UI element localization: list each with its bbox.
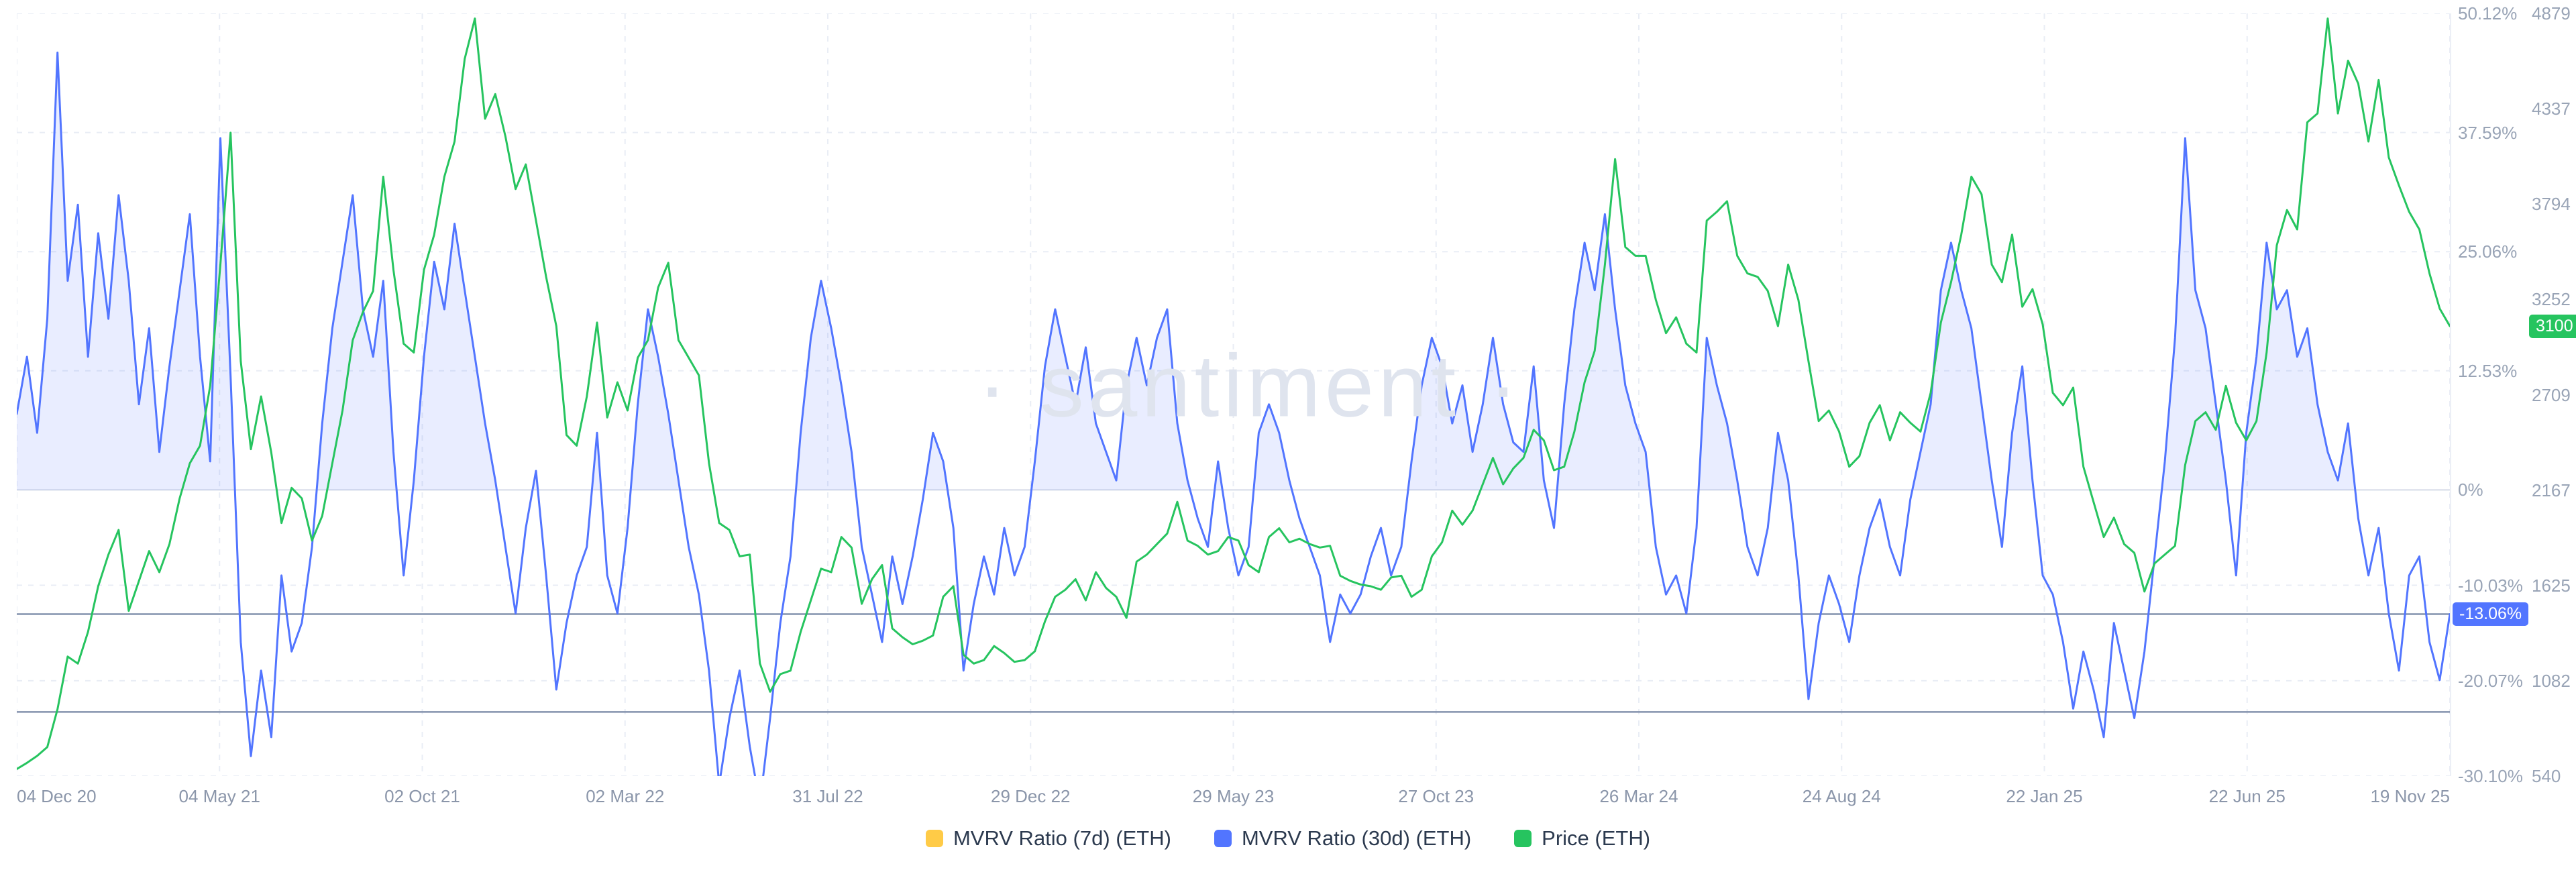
percent-axis-label: -30.10% bbox=[2458, 766, 2523, 786]
price-axis-label: 4337 bbox=[2532, 99, 2571, 119]
chart-canvas bbox=[17, 13, 2450, 776]
price-axis-label: 540 bbox=[2532, 766, 2561, 786]
percent-axis-label: 37.59% bbox=[2458, 122, 2518, 143]
percent-axis-label: 12.53% bbox=[2458, 360, 2518, 381]
percent-axis-label: 50.12% bbox=[2458, 3, 2518, 23]
legend-item-price-eth[interactable]: Price (ETH) bbox=[1514, 826, 1650, 851]
price-line bbox=[17, 17, 2450, 770]
date-axis-label: 24 Aug 24 bbox=[1802, 786, 1881, 806]
legend-label: MVRV Ratio (7d) (ETH) bbox=[953, 826, 1171, 850]
date-axis-label: 04 Dec 20 bbox=[17, 786, 97, 806]
price-value-badge: 3100 bbox=[2529, 315, 2576, 339]
legend-item-mvrv-ratio-30d-eth[interactable]: MVRV Ratio (30d) (ETH) bbox=[1214, 826, 1471, 851]
legend-item-mvrv-ratio-7d-eth[interactable]: MVRV Ratio (7d) (ETH) bbox=[925, 826, 1171, 851]
legend-swatch-icon bbox=[1214, 830, 1232, 847]
price-axis-label: 1625 bbox=[2532, 575, 2571, 596]
legend: MVRV Ratio (7d) (ETH) MVRV Ratio (30d) (E… bbox=[0, 826, 2576, 851]
price-axis-label: 3252 bbox=[2532, 289, 2571, 310]
date-axis-label: 04 May 21 bbox=[178, 786, 260, 806]
price-axis-label: 2709 bbox=[2532, 384, 2571, 405]
legend-swatch-icon bbox=[925, 830, 943, 847]
percent-axis-label: -10.03% bbox=[2458, 575, 2523, 596]
date-axis-label: 02 Oct 21 bbox=[384, 786, 460, 806]
legend-swatch-icon bbox=[1514, 830, 1532, 847]
date-axis-label: 27 Oct 23 bbox=[1398, 786, 1474, 806]
axis-separator bbox=[2450, 13, 2451, 776]
percent-axis-label: 25.06% bbox=[2458, 241, 2518, 262]
mvrv-30d-value-badge: -13.06% bbox=[2453, 602, 2529, 626]
date-axis-label: 29 Dec 22 bbox=[990, 786, 1071, 806]
price-axis-label: 4879 bbox=[2532, 3, 2571, 23]
chart-plot-area[interactable]: · santiment · bbox=[17, 13, 2450, 776]
date-axis-label: 02 Mar 22 bbox=[586, 786, 665, 806]
mvrv-30d-line bbox=[17, 51, 2450, 776]
price-axis-label: 2167 bbox=[2532, 480, 2571, 500]
legend-label: MVRV Ratio (30d) (ETH) bbox=[1241, 826, 1472, 850]
date-axis-label: 19 Nov 25 bbox=[2370, 786, 2450, 806]
legend-label: Price (ETH) bbox=[1542, 826, 1651, 850]
date-axis-label: 26 Mar 24 bbox=[1599, 786, 1678, 806]
date-axis-label: 29 May 23 bbox=[1192, 786, 1275, 806]
date-axis-label: 22 Jan 25 bbox=[2006, 786, 2083, 806]
percent-axis-label: -20.07% bbox=[2458, 670, 2523, 691]
price-axis-label: 1082 bbox=[2532, 670, 2571, 691]
price-axis-label: 3794 bbox=[2532, 194, 2571, 215]
percent-axis-label: 0% bbox=[2458, 480, 2483, 500]
date-axis-label: 31 Jul 22 bbox=[792, 786, 863, 806]
date-axis-label: 22 Jun 25 bbox=[2208, 786, 2286, 806]
